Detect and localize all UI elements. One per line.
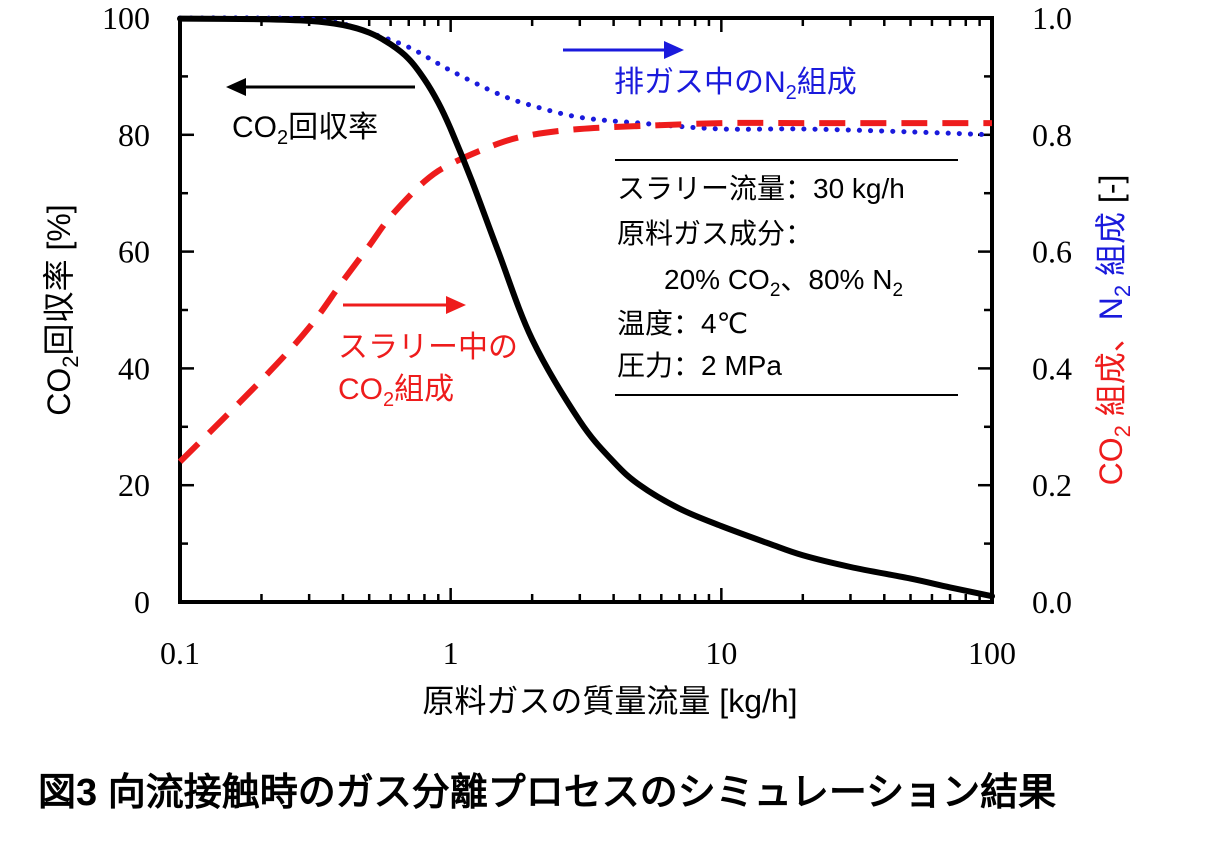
x-tick-label: 0.1 — [160, 635, 200, 671]
series-layer — [177, 15, 995, 600]
annotation-recovery: CO2回収率 — [226, 78, 415, 149]
y-tick-label-right: 0.0 — [1032, 584, 1072, 620]
x-tick-label: 1 — [443, 635, 459, 671]
y-tick-label-right: 0.2 — [1032, 467, 1072, 503]
y-axis-left-label: CO2回収率 [%] — [41, 204, 83, 415]
y-tick-label-right: 0.6 — [1032, 234, 1072, 270]
label-n2: 排ガス中のN2組成 — [614, 66, 857, 104]
y-tick-label-right: 0.4 — [1032, 350, 1072, 386]
label-recovery: CO2回収率 — [232, 111, 378, 149]
series-n2-composition — [177, 15, 995, 138]
label-co2-line1: スラリー中の — [338, 331, 518, 364]
x-tick-label: 100 — [968, 635, 1016, 671]
condition-feed-gas: 原料ガス成分： — [617, 218, 813, 249]
y-tick-label-left: 100 — [102, 0, 150, 36]
arrowhead-left-black — [226, 78, 246, 96]
tick-labels: 0.1 1 10 100 0 20 40 60 80 100 0.0 0.2 0.4 0.6 0.8 1.0 — [102, 0, 1072, 671]
y-tick-label-left: 80 — [118, 117, 150, 153]
condition-composition: 20% CO2、80% N2 — [664, 264, 903, 301]
condition-slurry-flow: スラリー流量：30 kg/h — [617, 173, 905, 204]
x-tick-label: 10 — [705, 635, 737, 671]
x-axis-label: 原料ガスの質量流量 [kg/h] — [422, 683, 797, 719]
y-axis-right-label: CO2 組成、N2 組成 [-] — [1093, 175, 1135, 486]
y-tick-label-right: 1.0 — [1032, 0, 1072, 36]
y-tick-label-left: 20 — [118, 467, 150, 503]
condition-temperature: 温度：4℃ — [617, 308, 748, 339]
y-tick-label-left: 0 — [134, 584, 150, 620]
annotation-n2: 排ガス中のN2組成 — [563, 41, 857, 104]
figure-caption: 図3 向流接触時のガス分離プロセスのシミュレーション結果 — [38, 772, 1056, 814]
label-co2-line2: CO2組成 — [338, 373, 454, 411]
y-tick-label-left: 40 — [118, 350, 150, 386]
annotation-co2: スラリー中の CO2組成 — [338, 296, 518, 411]
y-tick-label-right: 0.8 — [1032, 117, 1072, 153]
conditions-box: スラリー流量：30 kg/h 原料ガス成分： 20% CO2、80% N2 温度… — [615, 159, 958, 396]
y-tick-label-left: 60 — [118, 234, 150, 270]
series-co2-composition — [177, 119, 992, 464]
series-co2-recovery — [177, 15, 995, 600]
condition-pressure: 圧力：2 MPa — [617, 350, 782, 381]
arrowhead-right-red — [446, 296, 466, 314]
plot-frame — [178, 16, 994, 604]
arrowhead-right-blue — [664, 41, 684, 59]
tick-marks — [178, 16, 994, 604]
